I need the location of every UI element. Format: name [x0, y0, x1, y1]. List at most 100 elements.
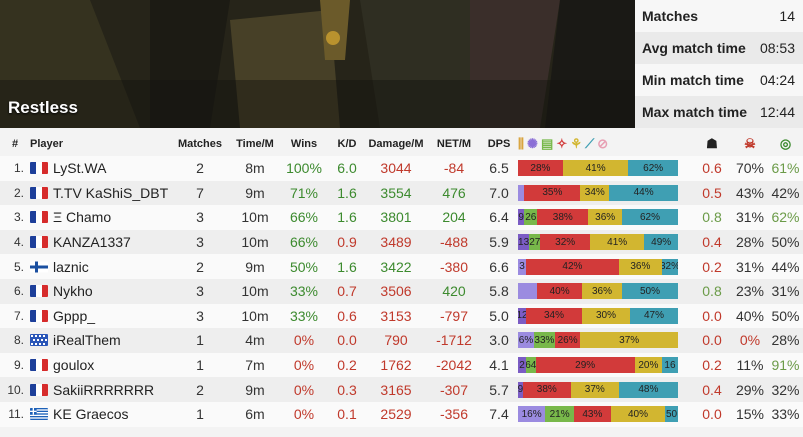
table-row[interactable]: 6. Nykho 3 10m 33% 0.7 3506 420 5.8 40% 36% 50% 0.8 2… — [0, 278, 803, 304]
table-row[interactable]: 5. laznic 2 9m 50% 1.6 3422 -380 6.6 342%36%32% 0.… — [0, 254, 803, 279]
kd-cell: 1.6 — [328, 205, 366, 230]
skull-icon: ☗ — [706, 136, 718, 151]
class-distribution-cell: 35% 34% 44% — [516, 180, 692, 206]
col-kills[interactable]: ☠ — [732, 132, 768, 156]
class-3-icon[interactable]: ▤ — [541, 136, 554, 151]
net-cell: -2042 — [426, 352, 482, 378]
player-name-text[interactable]: Ξ Chamo — [53, 209, 112, 226]
wins-cell: 66% — [280, 205, 328, 230]
col-wins[interactable]: Wins — [290, 138, 318, 150]
player-name[interactable]: Ξ Chamo — [30, 205, 170, 230]
table-row[interactable]: 11. KE Graecos 1 6m 0% 0.1 2529 -356 7.4 16% 21% 43… — [0, 401, 803, 427]
table-row[interactable]: 2. T.TV KaShiS_DBT 7 9m 71% 1.6 3554 476 7.0 35% 3… — [0, 180, 803, 206]
player-name[interactable]: SakiiRRRRRRR — [30, 377, 170, 402]
player-name-text[interactable]: LySt.WA — [53, 160, 107, 177]
matches-cell-value: 3 — [196, 307, 204, 324]
col-kd[interactable]: K/D — [337, 138, 357, 150]
bar-segment: 6% — [518, 332, 534, 349]
col-damage[interactable]: Damage/M — [368, 138, 424, 150]
bar-segment: 33% — [534, 332, 555, 349]
net-cell-value: -797 — [439, 307, 469, 324]
player-name[interactable]: Nykho — [30, 278, 170, 304]
table-row[interactable]: 1. LySt.WA 2 8m 100% 6.0 3044 -84 6.5 28% 41% 62% 0.… — [0, 156, 803, 181]
class-7-icon[interactable]: ⊘ — [597, 136, 609, 151]
player-name-text[interactable]: T.TV KaShiS_DBT — [53, 184, 169, 201]
player-name[interactable]: KANZA1337 — [30, 229, 170, 255]
player-name-text[interactable]: KE Graecos — [53, 406, 129, 423]
player-name[interactable]: laznic — [30, 254, 170, 279]
kills-cell-value: 29% — [735, 381, 765, 398]
time-cell: 10m — [230, 278, 280, 304]
damage-cell-value: 3554 — [380, 184, 412, 201]
class-4-icon[interactable]: ✧ — [556, 136, 568, 151]
deaths-cell: 0.0 — [692, 303, 732, 329]
damage-cell: 3422 — [366, 254, 426, 279]
damage-cell-value: 3165 — [380, 381, 412, 398]
kd-cell: 0.9 — [328, 229, 366, 255]
class-distribution-cell: 40% 36% 50% — [516, 278, 692, 304]
player-name[interactable]: LySt.WA — [30, 156, 170, 181]
table-row[interactable]: 7. Gppp_ 3 10m 33% 0.6 3153 -797 5.0 12 34% 30% 47% 0… — [0, 303, 803, 329]
deaths-cell-value: 0.2 — [702, 258, 722, 275]
kd-cell-value: 0.9 — [337, 234, 357, 251]
class-5-icon[interactable]: ⚘ — [570, 136, 582, 151]
dps-cell-value: 3.0 — [489, 332, 509, 349]
col-dps[interactable]: DPS — [487, 138, 511, 150]
bar-segment: 3 — [518, 258, 526, 275]
row-index: 3. — [0, 205, 30, 230]
table-row[interactable]: 8. iRealThem 1 4m 0% 0.0 790 -1712 3.0 6% 33% 26% 37… — [0, 328, 803, 353]
row-index-value: 10. — [7, 382, 24, 397]
col-time[interactable]: Time/M — [236, 138, 274, 150]
col-matches[interactable]: Matches — [177, 138, 223, 150]
heal-cell: 50% — [768, 229, 803, 255]
player-name-text[interactable]: Nykho — [53, 283, 93, 300]
net-cell: -307 — [426, 377, 482, 402]
class-1-icon[interactable]: ⫼ — [518, 136, 524, 151]
heal-cell: 31% — [768, 278, 803, 304]
bar-segment: 62% — [621, 209, 678, 226]
table-row[interactable]: 3. Ξ Chamo 3 10m 66% 1.6 3801 204 6.4 9 26 38% 36% 62… — [0, 205, 803, 230]
net-cell-value: -84 — [443, 160, 465, 177]
time-cell-value: 10m — [241, 209, 269, 226]
deaths-cell-value: 0.2 — [702, 357, 722, 374]
player-name-text[interactable]: laznic — [53, 258, 89, 275]
player-name[interactable]: Gppp_ — [30, 303, 170, 329]
table-row[interactable]: 9. goulox 1 7m 0% 0.2 1762 -2042 4.1 2 64 29% 20% 16 0… — [0, 352, 803, 378]
player-name[interactable]: goulox — [30, 352, 170, 378]
player-name-text[interactable]: iRealThem — [53, 332, 121, 349]
col-net[interactable]: NET/M — [436, 138, 472, 150]
kills-cell: 31% — [732, 254, 768, 279]
player-name-text[interactable]: Gppp_ — [53, 307, 96, 324]
kills-cell-value: 40% — [735, 307, 765, 324]
class-6-icon[interactable]: ⟋ — [585, 136, 595, 151]
matches-cell: 2 — [170, 254, 230, 279]
heal-cell: 33% — [768, 401, 803, 427]
class-2-icon[interactable]: ✺ — [527, 136, 538, 151]
heal-cell-value: 62% — [771, 209, 800, 226]
damage-cell: 3801 — [366, 205, 426, 230]
player-name-text[interactable]: goulox — [53, 357, 95, 374]
table-row[interactable]: 4. KANZA1337 3 10m 66% 0.9 3489 -488 5.9 13 27 32% 4… — [0, 229, 803, 255]
stat-matches: Matches 14 — [635, 0, 803, 32]
kd-cell: 1.6 — [328, 180, 366, 206]
player-name-text[interactable]: SakiiRRRRRRR — [53, 381, 155, 398]
col-index[interactable]: # — [11, 138, 19, 150]
col-player[interactable]: Player — [30, 138, 64, 150]
player-name[interactable]: iRealThem — [30, 328, 170, 353]
damage-cell-value: 3153 — [380, 307, 412, 324]
stat-label: Max match time — [642, 104, 748, 120]
kills-cell: 23% — [732, 278, 768, 304]
player-name[interactable]: KE Graecos — [30, 401, 170, 427]
class-distribution-bar: 28% 41% 62% — [518, 160, 678, 177]
player-name-text[interactable]: KANZA1337 — [53, 234, 131, 251]
col-heal[interactable]: ◎ — [768, 132, 803, 156]
player-name[interactable]: T.TV KaShiS_DBT — [30, 180, 170, 206]
bar-segment: 38% — [522, 381, 571, 398]
kills-cell-value: 31% — [735, 258, 765, 275]
table-header: # Player Matches Time/M Wins K/D Damage/… — [0, 132, 803, 156]
bar-segment: 41% — [562, 160, 629, 177]
table-row[interactable]: 10. SakiiRRRRRRR 2 9m 0% 0.3 3165 -307 5.7 9 38% 37… — [0, 377, 803, 402]
stat-value: 12:44 — [759, 104, 795, 120]
col-deaths[interactable]: ☗ — [692, 132, 732, 156]
matches-cell-value: 3 — [196, 209, 204, 226]
